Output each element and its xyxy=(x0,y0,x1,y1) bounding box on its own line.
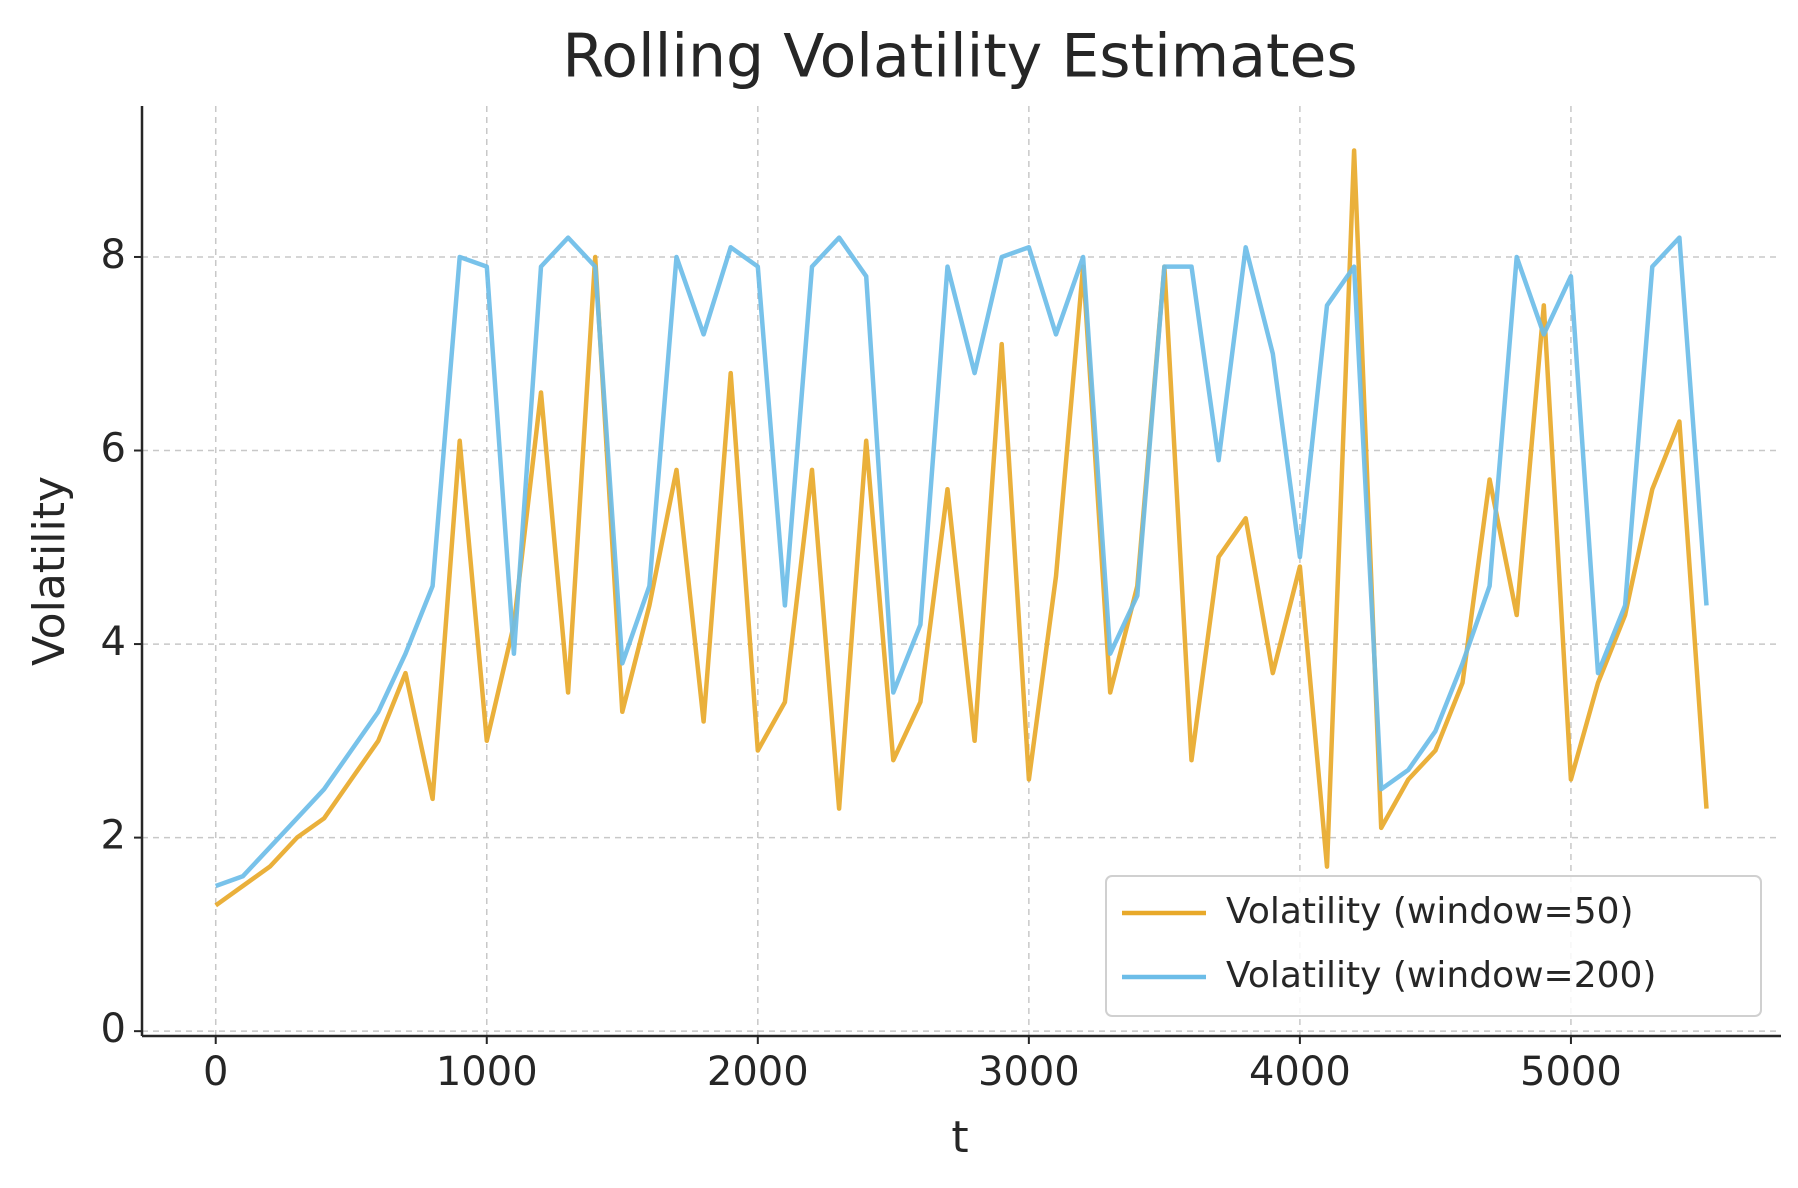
series-line xyxy=(214,235,1709,889)
y-tick-label: 4 xyxy=(101,619,126,665)
x-tick-label: 1000 xyxy=(436,1049,538,1095)
x-axis-label: t xyxy=(951,1112,968,1163)
y-tick-label: 8 xyxy=(101,232,126,278)
y-tick-label: 6 xyxy=(101,426,126,472)
y-axis-label: Volatility xyxy=(24,476,75,666)
x-tick-label: 2000 xyxy=(707,1049,809,1095)
legend: Volatility (window=50) Volatility (window… xyxy=(1105,875,1762,1017)
legend-label: Volatility (window=50) xyxy=(1226,891,1634,932)
x-tick-label: 4000 xyxy=(1249,1049,1351,1095)
x-tick-label: 0 xyxy=(203,1049,228,1095)
chart-title: Rolling Volatility Estimates xyxy=(562,22,1357,92)
legend-label: Volatility (window=200) xyxy=(1226,955,1656,996)
x-tick-label: 5000 xyxy=(1520,1049,1622,1095)
y-tick-label: 0 xyxy=(101,1006,126,1052)
series-line xyxy=(214,148,1709,908)
y-tick-label: 2 xyxy=(101,813,126,859)
x-tick-label: 3000 xyxy=(978,1049,1080,1095)
legend-box xyxy=(1105,875,1762,1017)
